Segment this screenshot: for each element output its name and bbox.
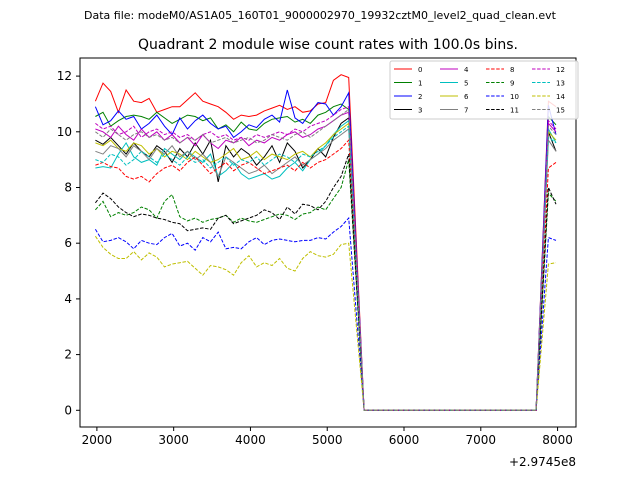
x-axis-offset-text: +2.9745e8: [509, 455, 576, 469]
x-tick-label-5000: 5000: [312, 433, 343, 447]
legend-label-2: 2: [418, 93, 422, 101]
series-line-0: [94, 74, 557, 411]
x-tick-label-3000: 3000: [158, 433, 189, 447]
legend-label-12: 12: [556, 66, 565, 74]
series-line-5: [95, 119, 557, 411]
series-line-9: [95, 159, 557, 411]
series-line-10: [94, 216, 557, 411]
y-tick-label-6: 6: [64, 236, 72, 250]
x-axis: 2000 3000 4000 5000 6000 7000 8000: [82, 427, 573, 447]
y-tick-label-10: 10: [57, 125, 72, 139]
series-line-7: [95, 128, 557, 411]
series-line-11: [95, 153, 557, 411]
axes-frame: [79, 57, 577, 428]
legend-box: [389, 60, 579, 120]
legend-label-1: 1: [418, 80, 422, 88]
x-tick-label-6000: 6000: [389, 433, 420, 447]
plot-area: [79, 57, 577, 428]
legend-label-8: 8: [510, 66, 514, 74]
series-line-13: [95, 125, 557, 411]
series-line-3: [95, 116, 557, 411]
series-line-1: [95, 103, 557, 411]
legend-label-14: 14: [556, 93, 565, 101]
legend-label-3: 3: [418, 107, 422, 115]
legend-label-6: 6: [464, 93, 469, 101]
series-line-14: [94, 235, 557, 411]
legend-label-15: 15: [556, 107, 565, 115]
series-line-4: [95, 111, 557, 411]
chart-title: Quadrant 2 module wise count rates with …: [138, 37, 518, 53]
x-tick-label-2000: 2000: [82, 433, 113, 447]
series-line-2: [94, 89, 557, 411]
legend-label-7: 7: [464, 107, 468, 115]
legend-label-0: 0: [418, 66, 422, 74]
series-layer: [94, 74, 557, 411]
x-tick-label-8000: 8000: [542, 433, 573, 447]
chart-suptitle: Data file: modeM0/AS1A05_160T01_90000029…: [84, 9, 557, 22]
y-tick-label-0: 0: [64, 403, 72, 417]
legend-label-4: 4: [464, 66, 469, 74]
y-tick-label-4: 4: [64, 292, 72, 306]
y-tick-label-2: 2: [64, 348, 72, 362]
legend-label-9: 9: [510, 80, 514, 88]
y-axis: 0 2 4 6 8 10 12: [57, 69, 80, 417]
legend-label-5: 5: [464, 80, 468, 88]
x-tick-label-4000: 4000: [235, 433, 266, 447]
x-tick-label-7000: 7000: [466, 433, 497, 447]
legend-label-10: 10: [510, 93, 519, 101]
series-line-6: [95, 122, 557, 411]
series-line-15: [95, 108, 557, 411]
series-line-8: [95, 138, 557, 411]
y-tick-label-8: 8: [64, 180, 72, 194]
legend-label-11: 11: [510, 107, 519, 115]
series-line-12: [95, 105, 557, 411]
y-tick-label-12: 12: [57, 69, 72, 83]
legend-label-13: 13: [556, 80, 565, 88]
